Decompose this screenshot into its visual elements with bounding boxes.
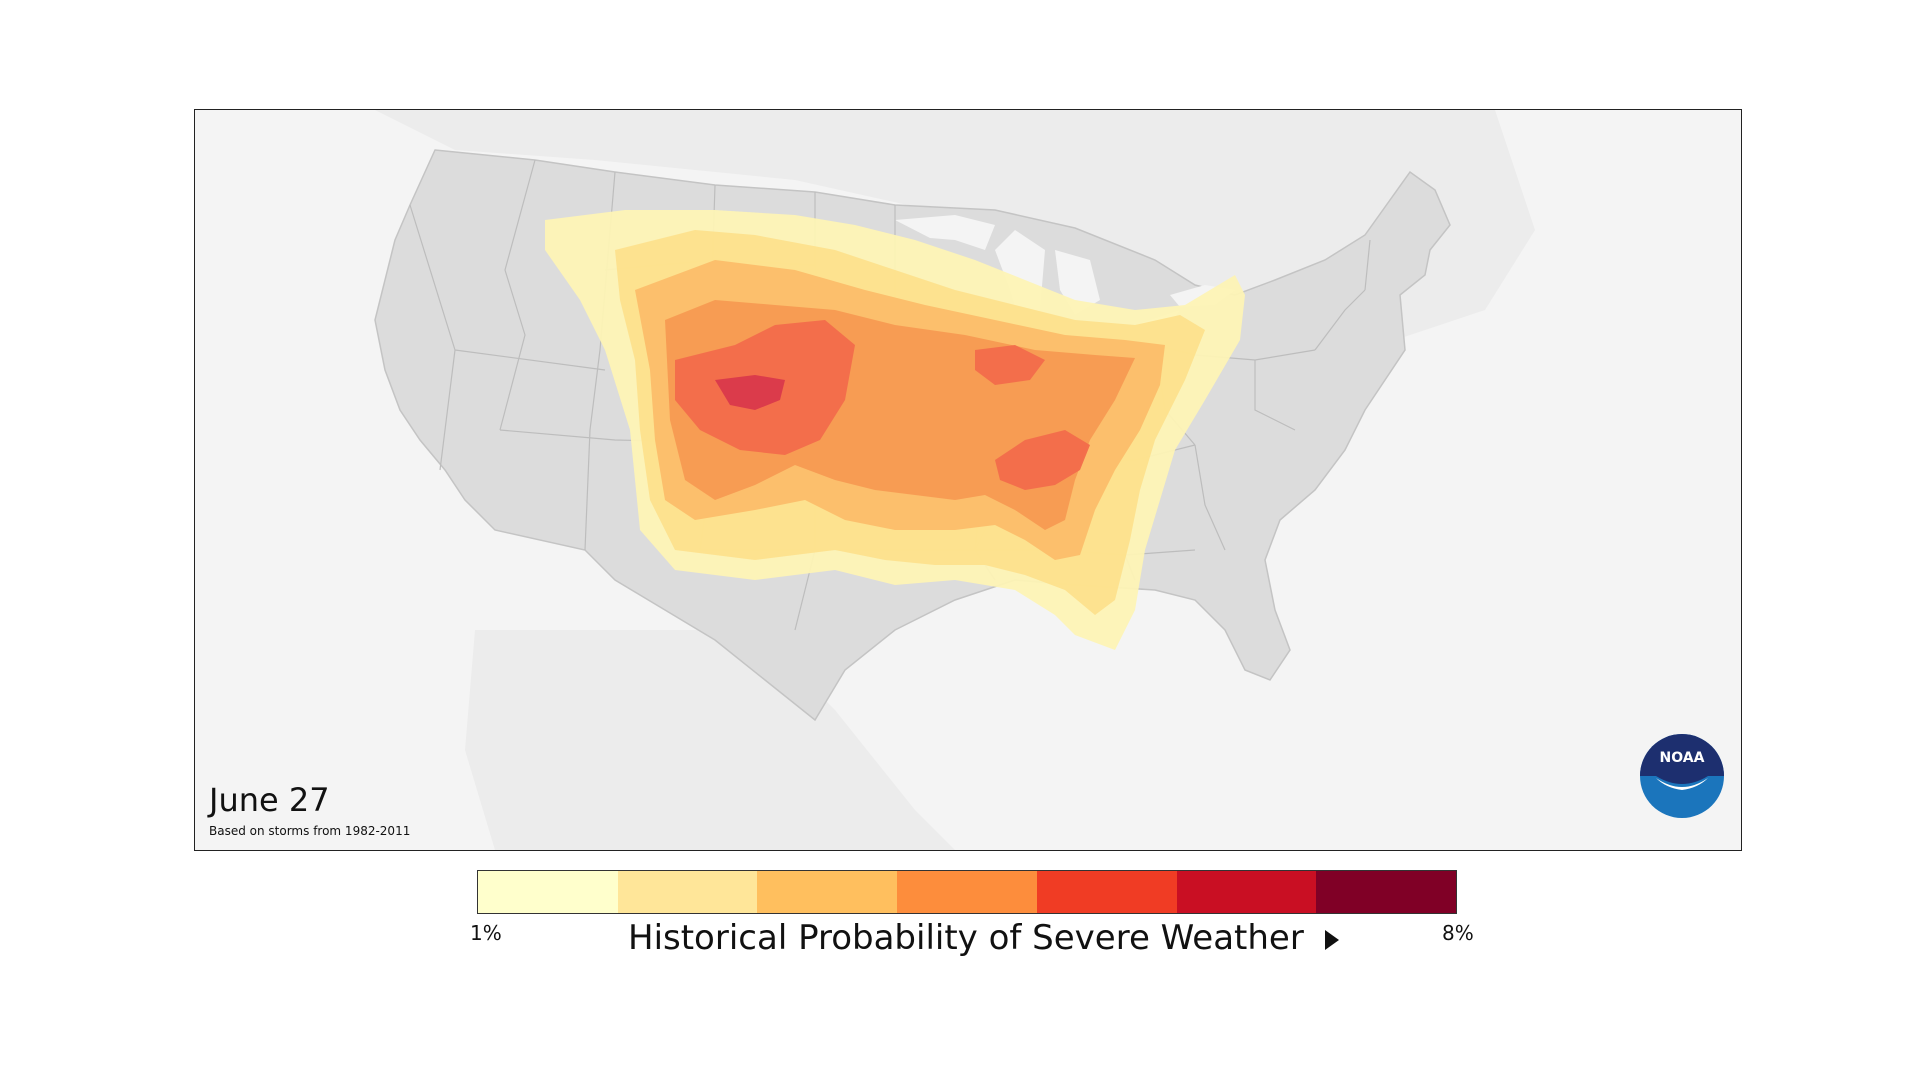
play-arrow-icon[interactable] [1324, 929, 1339, 950]
legend-swatch [1176, 871, 1317, 913]
canada-land [375, 110, 1535, 340]
legend-swatch [757, 871, 898, 913]
legend-title-text: Historical Probability of Severe Weather [628, 918, 1304, 958]
mexico-land [465, 630, 955, 850]
legend-swatch [1316, 871, 1457, 913]
noaa-logo-text: NOAA [1660, 750, 1705, 766]
contour-5c [995, 430, 1090, 490]
great-lakes [895, 215, 1235, 345]
legend-swatch [478, 871, 618, 913]
date-label: June 27 [209, 781, 330, 819]
legend-title: Historical Probability of Severe Weather [628, 918, 1339, 958]
legend-swatch [617, 871, 758, 913]
legend-color-scale [477, 870, 1457, 914]
contour-5b [975, 345, 1045, 385]
noaa-logo: NOAA [1640, 734, 1724, 818]
legend-swatch [897, 871, 1037, 913]
contour-6 [715, 375, 785, 410]
source-note: Based on storms from 1982-2011 [209, 824, 411, 838]
legend-max-label: 8% [1442, 921, 1474, 945]
probability-contours [545, 210, 1245, 650]
legend-swatch [1036, 871, 1177, 913]
map-panel: June 27 Based on storms from 1982-2011 N… [194, 109, 1742, 851]
legend-min-label: 1% [470, 921, 502, 945]
severe-weather-map [374, 110, 1535, 850]
